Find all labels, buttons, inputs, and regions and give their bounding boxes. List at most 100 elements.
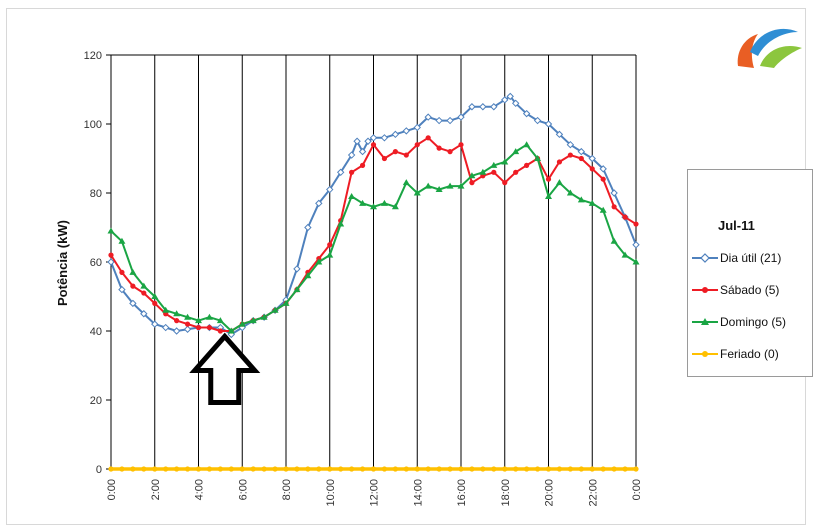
data-point: [338, 466, 344, 472]
y-tick-label: 80: [90, 188, 102, 200]
data-point: [480, 466, 486, 472]
x-tick-label: 6:00: [237, 479, 249, 500]
data-point: [283, 466, 289, 472]
data-point: [512, 148, 520, 155]
data-point: [304, 223, 312, 232]
data-point: [425, 135, 431, 141]
data-point: [622, 214, 628, 220]
data-point: [468, 172, 476, 179]
legend-swatch-dia-util: [692, 253, 718, 263]
data-point: [511, 99, 520, 108]
legend-title: Jul-11: [718, 218, 755, 233]
data-point: [151, 293, 159, 299]
data-point: [119, 466, 125, 472]
data-point: [533, 116, 542, 125]
data-point: [129, 299, 137, 308]
data-point: [523, 141, 531, 148]
data-point: [491, 169, 497, 175]
data-point: [217, 466, 223, 472]
data-point: [458, 142, 464, 148]
legend-item-dia-util: Dia útil (21): [692, 250, 781, 266]
data-point: [336, 168, 345, 177]
data-point: [457, 113, 465, 121]
legend-swatch-sabado: [692, 287, 718, 293]
data-point: [174, 318, 180, 324]
series-layer: [107, 92, 640, 472]
legend-item-domingo: Domingo (5): [692, 314, 786, 330]
data-point: [589, 166, 595, 172]
data-point: [469, 466, 475, 472]
data-point: [380, 199, 388, 206]
data-point: [130, 283, 136, 289]
data-point: [161, 323, 170, 332]
data-point: [513, 169, 519, 175]
data-point: [502, 180, 508, 186]
legend-label: Domingo (5): [720, 315, 787, 329]
data-point: [370, 466, 377, 472]
data-point: [359, 199, 367, 206]
data-point: [545, 192, 552, 199]
data-point: [578, 466, 584, 472]
data-point: [501, 96, 509, 104]
data-point: [364, 137, 372, 145]
data-point: [195, 324, 202, 331]
y-tick-label: 60: [90, 257, 102, 269]
x-tick-label: 2:00: [150, 479, 162, 500]
data-point: [479, 103, 487, 111]
data-point: [195, 466, 202, 472]
data-point: [577, 196, 585, 203]
data-point: [315, 199, 323, 208]
data-point: [304, 272, 312, 279]
data-point: [391, 203, 399, 210]
x-tick-label: 0:00: [106, 479, 118, 500]
data-point: [446, 116, 454, 125]
data-point: [271, 306, 279, 313]
data-point: [424, 113, 432, 121]
data-point: [599, 206, 607, 213]
data-point: [184, 466, 191, 472]
data-point: [632, 258, 640, 265]
data-point: [621, 251, 629, 258]
data-point: [424, 182, 432, 189]
data-point: [545, 176, 552, 182]
data-point: [391, 130, 400, 139]
axes: 0:00 2:00 4:00 6:00 8:00 10:00 12:00 14:00 16:00…: [84, 50, 643, 507]
x-tick-label: 14:00: [412, 479, 424, 507]
y-tick-label: 0: [96, 464, 102, 476]
data-point: [446, 182, 454, 189]
data-point: [141, 290, 147, 296]
legend-swatch-feriado: [692, 351, 718, 357]
data-point: [118, 237, 126, 244]
legend-label: Feriado (0): [720, 347, 779, 361]
data-point: [566, 189, 574, 196]
data-point: [506, 92, 514, 101]
data-point: [293, 286, 301, 293]
data-point: [359, 466, 366, 472]
y-tick-label: 120: [84, 50, 102, 62]
data-point: [469, 180, 475, 186]
data-point: [293, 265, 301, 273]
data-point: [479, 168, 487, 175]
legend-label: Sábado (5): [720, 283, 780, 297]
data-point: [544, 120, 553, 128]
data-point: [522, 109, 531, 118]
data-point: [327, 466, 333, 472]
data-point: [588, 154, 596, 163]
data-point: [567, 152, 573, 158]
data-point: [228, 466, 234, 472]
data-point: [305, 466, 311, 472]
data-point: [206, 466, 213, 472]
data-point: [152, 300, 158, 306]
data-point: [140, 282, 148, 289]
data-point: [600, 176, 606, 182]
x-tick-label: 18:00: [500, 479, 512, 507]
x-tick-label: 22:00: [587, 479, 599, 507]
y-tick-label: 40: [90, 326, 102, 338]
data-point: [349, 169, 355, 175]
data-point: [151, 320, 159, 328]
x-tick-label: 16:00: [456, 479, 468, 507]
data-point: [633, 221, 639, 227]
data-point: [260, 313, 268, 320]
data-point: [556, 159, 563, 165]
